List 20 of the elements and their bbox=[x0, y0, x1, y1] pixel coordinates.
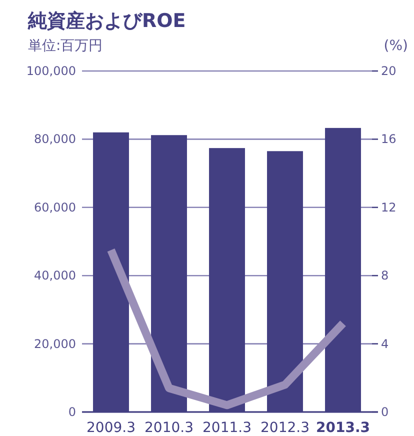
y-tick-label: 0 bbox=[68, 405, 76, 419]
y2-axis-title: (%) bbox=[384, 38, 408, 54]
y2-tick-label: 16 bbox=[381, 132, 396, 146]
x-tick-label: 2009.3 bbox=[86, 420, 136, 436]
x-tick-label: 2013.3 bbox=[316, 420, 370, 436]
y2-tick-label: 20 bbox=[381, 64, 396, 78]
y2-tick-label: 8 bbox=[381, 268, 389, 283]
y-axis-title: 単位:百万円 bbox=[28, 38, 103, 54]
y2-tick-label: 4 bbox=[381, 336, 389, 351]
x-tick-label: 2010.3 bbox=[144, 420, 194, 436]
y2-tick-label: 0 bbox=[381, 405, 389, 419]
chart-title: 純資産およびROE bbox=[27, 10, 186, 32]
y-tick-label: 20,000 bbox=[34, 336, 76, 351]
y-tick-label: 100,000 bbox=[26, 64, 76, 78]
y-tick-label: 40,000 bbox=[34, 268, 76, 283]
y-tick-label: 60,000 bbox=[34, 200, 76, 214]
x-tick-label: 2011.3 bbox=[202, 420, 252, 436]
y-tick-label: 80,000 bbox=[34, 132, 76, 146]
y2-tick-label: 12 bbox=[381, 200, 396, 214]
x-tick-label: 2012.3 bbox=[260, 420, 310, 436]
